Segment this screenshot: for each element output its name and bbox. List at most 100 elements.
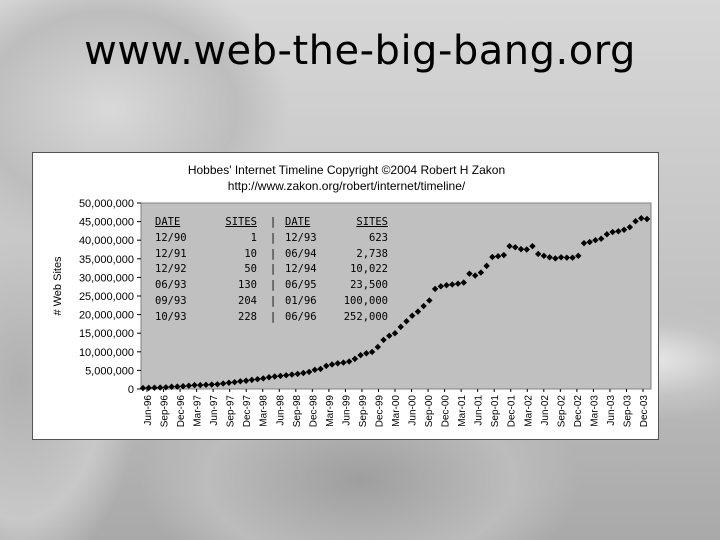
x-tick-label: Mar-01: [457, 395, 468, 427]
table-cell: |: [269, 231, 277, 244]
x-tick-label: Mar-02: [523, 395, 534, 427]
x-tick-label: Jun-98: [275, 395, 286, 426]
data-point: [580, 239, 588, 247]
data-point: [643, 215, 651, 223]
data-point: [311, 366, 319, 374]
table-cell: 12/91: [155, 247, 187, 260]
y-tick-label: 50,000,000: [79, 198, 134, 210]
table-header-cell: DATE: [285, 216, 311, 228]
data-point: [214, 381, 221, 388]
data-point: [174, 383, 181, 390]
data-point: [225, 379, 233, 386]
data-point: [426, 297, 433, 304]
data-point: [179, 383, 187, 390]
x-tick-label: Dec-01: [507, 395, 518, 428]
table-header-cell: SITES: [356, 216, 388, 228]
data-point: [191, 381, 198, 389]
table-cell: 06/95: [285, 279, 317, 292]
x-tick-label: Jun-97: [209, 395, 220, 426]
table-cell: 50: [244, 263, 257, 276]
data-point: [260, 375, 267, 382]
data-point: [317, 365, 324, 373]
y-tick-label: 40,000,000: [79, 235, 134, 247]
data-point: [471, 272, 479, 279]
x-tick-label: Dec-96: [176, 395, 187, 428]
data-point: [277, 372, 284, 380]
data-point: [620, 226, 628, 233]
table-cell: 06/94: [285, 247, 317, 260]
data-point: [557, 254, 565, 261]
data-point: [208, 381, 215, 388]
data-point: [626, 223, 634, 231]
x-tick-label: Mar-97: [193, 395, 204, 427]
table-cell: 623: [369, 231, 388, 244]
table-header-row: DATE SITES | DATE SITES: [155, 215, 388, 231]
table-cell: |: [269, 294, 277, 307]
table-row: 12/91 10 | 06/94 2,738: [155, 247, 388, 263]
x-tick-label: Mar-99: [325, 395, 336, 427]
table-cell: 06/93: [155, 279, 187, 292]
x-tick-label: Sep-02: [556, 395, 567, 428]
x-tick-label: Jun-00: [408, 395, 419, 426]
y-tick-label: 15,000,000: [79, 328, 134, 340]
x-tick-label: Jun-03: [606, 395, 617, 426]
plot-area: [140, 202, 652, 390]
data-point: [282, 372, 290, 379]
data-point: [517, 245, 525, 253]
table-cell: 252,000: [343, 310, 388, 323]
y-tick-label: 5,000,000: [85, 365, 134, 377]
table-row: 12/92 50 | 12/94 10,022: [155, 262, 388, 278]
data-point: [242, 377, 250, 384]
data-point: [288, 371, 296, 378]
data-point: [305, 368, 313, 376]
data-point: [145, 384, 152, 392]
table-cell: |: [269, 263, 277, 276]
table-row: 12/90 1 | 12/93 623: [155, 231, 388, 247]
data-point: [437, 283, 445, 290]
data-point: [512, 244, 519, 251]
table-cell: 1: [250, 231, 257, 244]
y-tick-label: 0: [128, 384, 134, 396]
table-cell: 06/96: [285, 310, 317, 323]
data-point: [323, 362, 330, 370]
data-point: [546, 254, 553, 261]
data-point: [466, 270, 473, 277]
data-point: [397, 323, 404, 331]
y-tick-label: 20,000,000: [79, 310, 134, 322]
table-cell: 09/93: [155, 294, 187, 307]
data-point: [231, 378, 238, 386]
table-cell: 12/92: [155, 263, 187, 276]
x-tick-label: Dec-02: [573, 395, 584, 428]
x-tick-label: Jun-96: [143, 395, 154, 426]
x-tick-label: Sep-98: [292, 395, 303, 428]
data-point: [506, 242, 513, 250]
data-point: [483, 262, 490, 270]
data-point: [489, 253, 496, 261]
data-point: [569, 254, 576, 261]
data-point: [391, 330, 399, 337]
y-tick-label: 25,000,000: [79, 291, 134, 303]
table-cell: 228: [238, 310, 257, 323]
data-point: [168, 383, 175, 390]
data-point: [254, 375, 261, 383]
data-point: [403, 318, 410, 325]
data-table: DATE SITES | DATE SITES 12/90 1 | 12/93 623 12/91 1…: [155, 215, 388, 326]
x-tick-label: Sep-96: [160, 395, 171, 428]
data-point: [540, 252, 548, 260]
data-point: [151, 384, 158, 391]
chart-title: Hobbes' Internet Timeline Copyright ©200…: [187, 163, 506, 177]
chart-svg: 0 5,000,000 10,000,000 15,000,000 20,000,000…: [52, 198, 652, 428]
data-point: [328, 361, 336, 368]
table-cell: 10,022: [350, 263, 388, 276]
data-point: [156, 384, 164, 391]
table-header-cell: SITES: [225, 216, 257, 228]
data-point: [597, 235, 605, 242]
table-cell: |: [269, 247, 277, 260]
table-row: 10/93 228 | 06/96 252,000: [155, 310, 388, 326]
slide-title: www.web-the-big-bang.org: [84, 28, 636, 74]
table-row: 06/93 130 | 06/95 23,500: [155, 278, 388, 294]
data-point: [374, 343, 382, 351]
data-point: [603, 231, 611, 238]
table-cell: 130: [238, 279, 257, 292]
y-axis-label: # Web Sites: [52, 256, 64, 316]
